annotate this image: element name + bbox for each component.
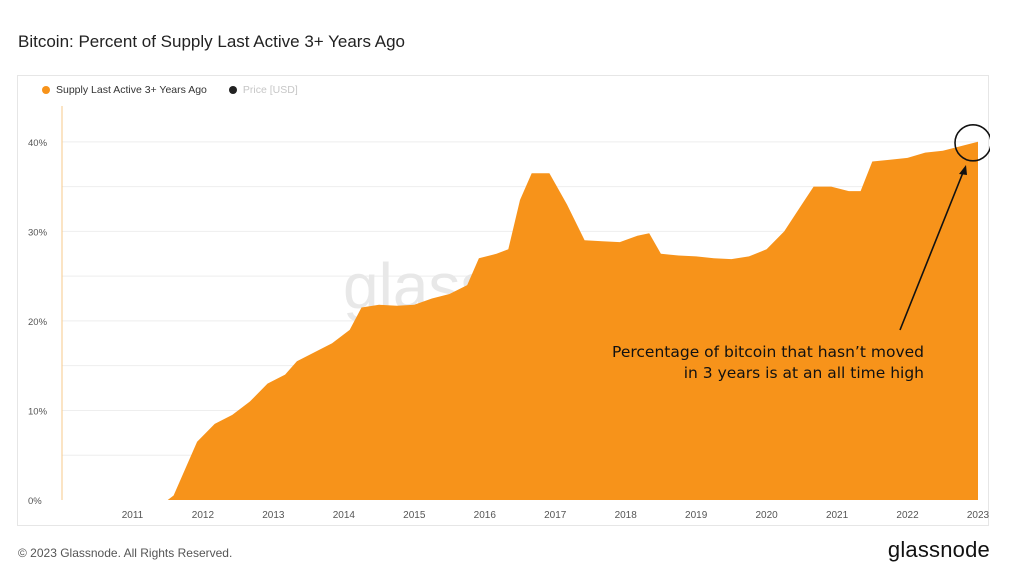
x-tick-label: 2012 xyxy=(192,510,215,521)
x-tick-label: 2011 xyxy=(122,510,144,521)
legend-label-supply: Supply Last Active 3+ Years Ago xyxy=(56,84,207,96)
legend-item-price[interactable]: Price [USD] xyxy=(228,84,298,96)
chart-title: Bitcoin: Percent of Supply Last Active 3… xyxy=(18,32,405,51)
y-tick-label: 30% xyxy=(28,227,48,238)
x-tick-label: 2015 xyxy=(403,510,426,521)
brand-logo: glassnode xyxy=(887,537,990,562)
x-tick-label: 2013 xyxy=(262,510,285,521)
legend-swatch-supply xyxy=(42,86,50,94)
x-tick-label: 2023 xyxy=(967,510,990,521)
legend-swatch-price xyxy=(228,86,237,94)
series-area-supply xyxy=(62,141,978,501)
x-tick-label: 2020 xyxy=(755,510,778,521)
x-tick-label: 2014 xyxy=(333,510,356,521)
copyright-footer: © 2023 Glassnode. All Rights Reserved. xyxy=(18,546,233,560)
legend: Supply Last Active 3+ Years Ago Price [U… xyxy=(42,84,298,96)
annotation-line-2: in 3 years is at an all time high xyxy=(684,364,924,382)
x-tick-label: 2017 xyxy=(544,510,567,521)
annotation-line-1: Percentage of bitcoin that hasn’t moved xyxy=(612,343,924,361)
x-tick-label: 2018 xyxy=(615,510,638,521)
highlight-circle xyxy=(954,124,990,162)
chart-panel: Supply Last Active 3+ Years Ago Price [U… xyxy=(17,75,990,526)
x-tick-label: 2019 xyxy=(685,510,708,521)
annotation-arrow xyxy=(899,169,965,331)
x-tick-label: 2022 xyxy=(896,510,919,521)
x-tick-label: 2021 xyxy=(826,510,849,521)
legend-item-supply[interactable]: Supply Last Active 3+ Years Ago xyxy=(42,84,207,96)
y-tick-label: 20% xyxy=(28,317,48,328)
annotation-arrowhead xyxy=(959,165,967,175)
y-tick-label: 10% xyxy=(28,406,48,417)
chart-plot: glassnode0%10%20%30%40%20112012201320142… xyxy=(28,106,990,521)
y-tick-label: 40% xyxy=(28,138,48,149)
y-tick-label: 0% xyxy=(28,496,42,507)
legend-label-price: Price [USD] xyxy=(242,84,298,96)
x-tick-label: 2016 xyxy=(474,510,497,521)
